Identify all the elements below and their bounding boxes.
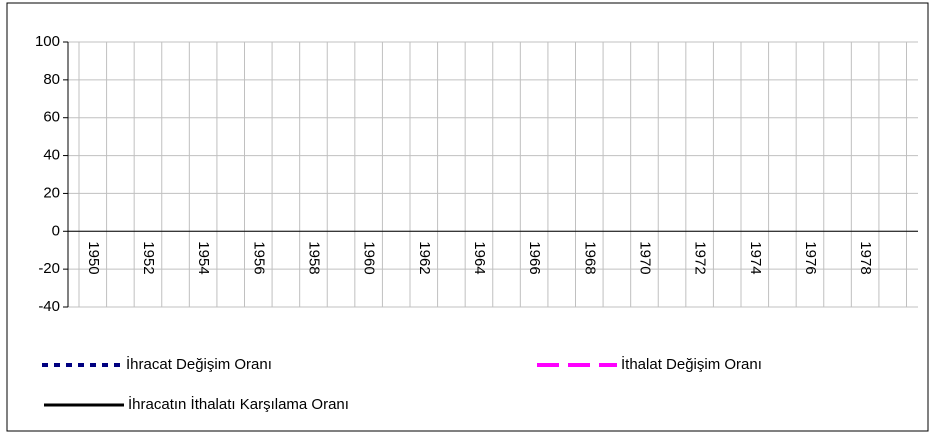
x-tick-label: 1950 [85,241,102,274]
x-tick-label: 1958 [305,241,322,274]
y-tick-label: 20 [43,184,60,201]
y-tick-label: 80 [43,71,60,88]
x-tick-label: 1968 [581,241,598,274]
x-tick-label: 1952 [140,241,157,274]
y-tick-label: 60 [43,109,60,126]
y-tick-label: 40 [43,147,60,164]
x-tick-label: 1960 [361,241,378,274]
legend-label: İthalat Değişim Oranı [621,355,762,373]
x-tick-label: 1956 [250,241,267,274]
x-tick-label: 1962 [416,241,433,274]
legend-label: İhracatın İthalatı Karşılama Oranı [128,395,349,413]
x-tick-label: 1972 [692,241,709,274]
x-tick-label: 1970 [636,241,653,274]
x-tick-label: 1976 [802,241,819,274]
y-tick-label: -40 [38,298,60,315]
legend-label: İhracat Değişim Oranı [126,355,272,373]
y-tick-label: 0 [52,222,60,239]
x-tick-label: 1978 [857,241,874,274]
x-tick-label: 1966 [526,241,543,274]
y-tick-label: 100 [35,33,60,50]
y-tick-label: -20 [38,260,60,277]
x-tick-label: 1974 [747,241,764,274]
x-tick-label: 1964 [471,241,488,274]
x-tick-label: 1954 [195,241,212,274]
